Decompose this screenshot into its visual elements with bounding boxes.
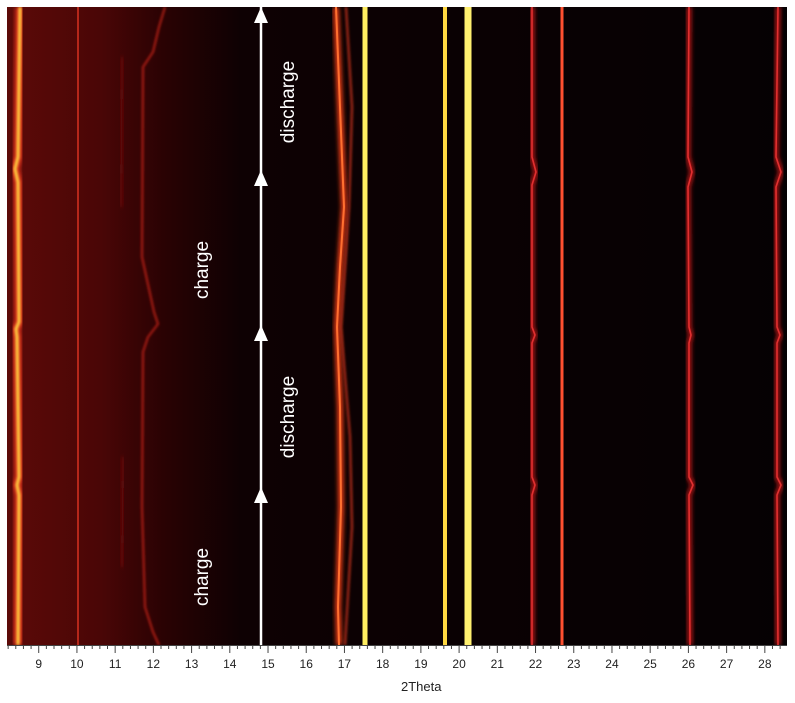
x-tick-label: 19 bbox=[414, 657, 428, 671]
x-tick-label: 10 bbox=[70, 657, 84, 671]
contour-image bbox=[7, 7, 787, 645]
x-tick-label: 16 bbox=[299, 657, 313, 671]
xrd-contour-plot: charge discharge charge discharge bbox=[7, 7, 787, 645]
annotation-charge-1: charge bbox=[192, 547, 213, 607]
x-tick-label: 13 bbox=[184, 657, 199, 671]
x-tick-label: 9 bbox=[35, 657, 43, 671]
x-tick-label: 22 bbox=[528, 657, 543, 671]
x-tick-label: 15 bbox=[261, 657, 275, 671]
arrowhead-4-icon bbox=[254, 487, 268, 503]
x-tick-label: 11 bbox=[108, 657, 122, 671]
annotation-discharge-2: discharge bbox=[278, 60, 299, 144]
x-tick-label: 25 bbox=[643, 657, 657, 671]
x-tick-label: 23 bbox=[567, 657, 581, 671]
x-tick-label: 24 bbox=[605, 657, 619, 671]
arrowhead-2-icon bbox=[254, 170, 268, 186]
x-tick-label: 18 bbox=[375, 657, 390, 671]
x-tick-label: 28 bbox=[758, 657, 772, 671]
annotation-discharge-1: discharge bbox=[278, 375, 299, 459]
x-tick-label: 27 bbox=[719, 657, 734, 671]
peak-8-5 bbox=[10, 7, 25, 645]
x-tick-label: 17 bbox=[337, 657, 352, 671]
x-axis-title: 2Theta bbox=[401, 679, 442, 694]
time-arrow bbox=[254, 7, 268, 645]
x-axis: 9 10 11 12 13 14 15 16 17 18 19 20 21 22 23 24 25 26 27 28 bbox=[7, 645, 787, 675]
arrowhead-3-icon bbox=[254, 325, 268, 341]
x-tick-label: 21 bbox=[490, 657, 504, 671]
x-tick-label: 14 bbox=[223, 657, 237, 671]
x-tick-label: 12 bbox=[146, 657, 161, 671]
x-axis-ticks bbox=[7, 645, 787, 653]
x-tick-label: 26 bbox=[681, 657, 696, 671]
x-tick-label: 20 bbox=[452, 657, 466, 671]
annotation-charge-2: charge bbox=[192, 240, 213, 300]
arrowhead-top-icon bbox=[254, 7, 268, 23]
